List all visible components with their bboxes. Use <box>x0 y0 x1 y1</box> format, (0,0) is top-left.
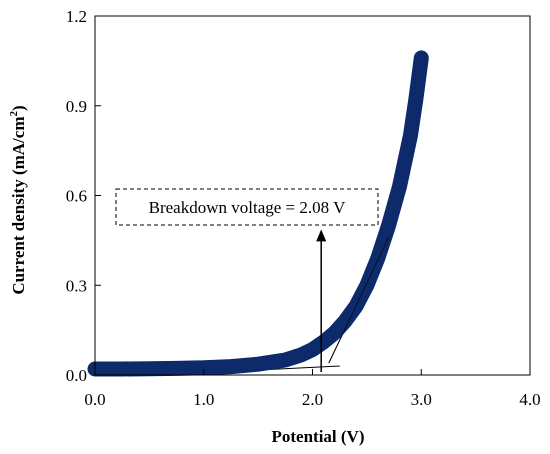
y-tick-label: 1.2 <box>66 7 87 26</box>
y-tick-label: 0.6 <box>66 187 87 206</box>
x-tick-label: 0.0 <box>84 390 105 409</box>
annotation-box <box>115 188 379 226</box>
annotation-arrow-head <box>316 229 327 242</box>
annotation: Breakdown voltage = 2.08 V <box>115 188 379 373</box>
x-tick-label: 1.0 <box>193 390 214 409</box>
y-tick-label: 0.0 <box>66 366 87 385</box>
y-axis-title: Current density (mA/cm2) <box>8 105 28 294</box>
ticks: 0.0 1.0 2.0 3.0 4.0 0.0 0.3 0.6 0.9 1.2 <box>66 7 541 409</box>
x-tick-label: 3.0 <box>411 390 432 409</box>
y-axis-title-sup: 2 <box>8 111 20 117</box>
y-tick-label: 0.3 <box>66 276 87 295</box>
series-group <box>87 50 429 377</box>
x-axis-title: Potential (V) <box>271 427 364 446</box>
annotation-text: Breakdown voltage = 2.08 V <box>149 198 346 217</box>
x-tick-label: 4.0 <box>519 390 540 409</box>
y-tick-label: 0.9 <box>66 97 87 116</box>
tangent-overlay <box>328 237 390 364</box>
x-tick-label: 2.0 <box>302 390 323 409</box>
y-axis-title-main: Current density (mA/cm <box>9 117 28 295</box>
y-axis-title-close: ) <box>9 105 28 111</box>
series-line-1 <box>87 50 429 377</box>
